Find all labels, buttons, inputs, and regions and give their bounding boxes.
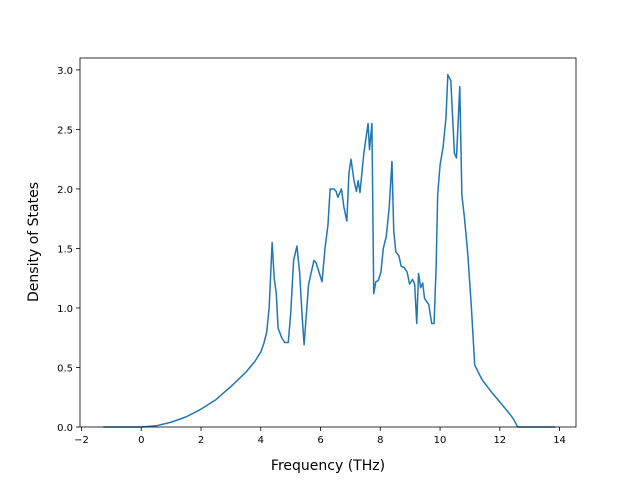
x-tick-label: 0: [138, 435, 144, 446]
y-tick-label: 2.0: [57, 185, 73, 196]
x-tick-label: 8: [377, 435, 383, 446]
x-axis-label: Frequency (THz): [271, 458, 385, 474]
y-tick-label: 2.5: [57, 125, 73, 136]
y-tick-label: 1.0: [57, 304, 73, 315]
x-tick-label: 2: [198, 435, 204, 446]
x-tick-label: 14: [553, 435, 566, 446]
x-tick-label: 6: [317, 435, 323, 446]
y-axis-label: Density of States: [26, 182, 42, 302]
data-line: [103, 73, 556, 428]
x-tick-label: 12: [493, 435, 506, 446]
x-tick-label: 10: [434, 435, 447, 446]
y-tick-label: 1.5: [57, 244, 73, 255]
y-tick-label: 0.5: [57, 363, 73, 374]
x-tick-label: −2: [74, 435, 89, 446]
y-tick-label: 3.0: [57, 66, 73, 77]
x-tick-label: 4: [258, 435, 264, 446]
y-tick-label: 0.0: [57, 423, 73, 434]
plot-frame: [79, 57, 577, 428]
